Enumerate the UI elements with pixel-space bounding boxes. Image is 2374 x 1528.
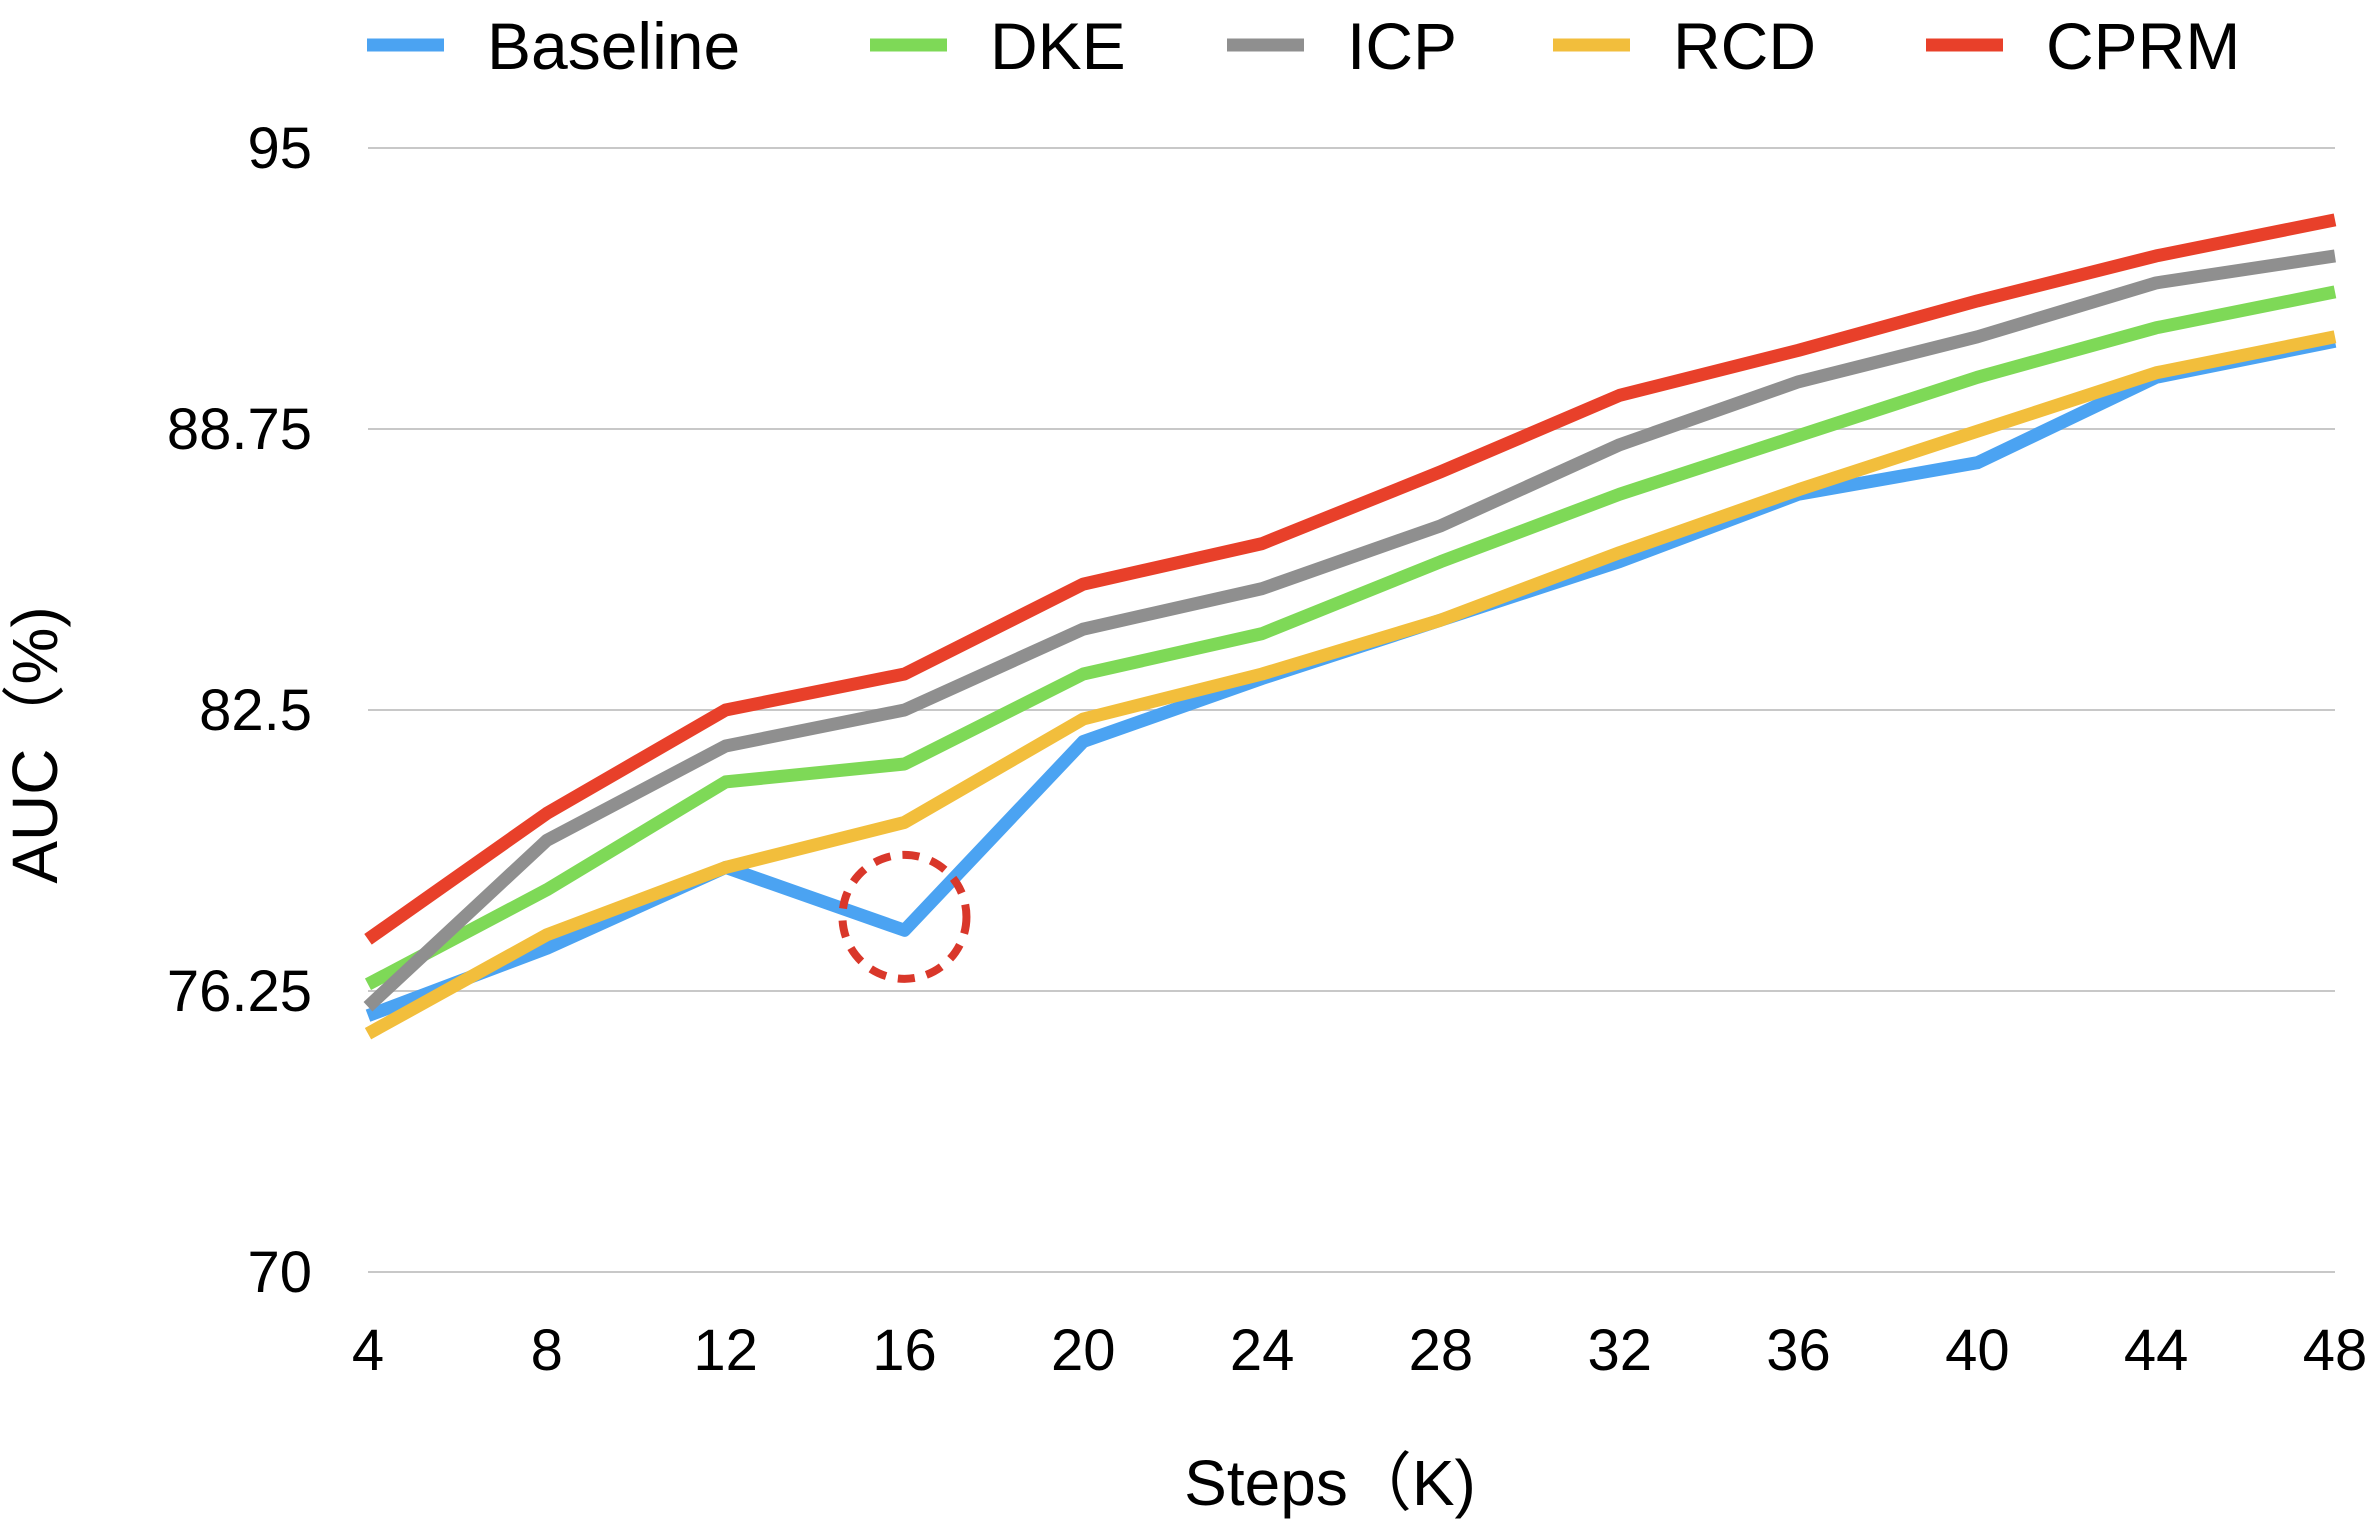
y-axis-title: AUC（%): [0, 606, 71, 883]
annotation-circle: [838, 850, 971, 983]
legend-label: Baseline: [487, 9, 740, 83]
legend-item-baseline: Baseline: [367, 9, 740, 83]
gridlines: [368, 147, 2335, 1273]
x-tick-label: 40: [1945, 1318, 2010, 1383]
x-tick-label: 4: [352, 1318, 384, 1383]
x-tick-label: 32: [1587, 1318, 1652, 1383]
x-tick-label: 8: [531, 1318, 563, 1383]
x-tick-label: 36: [1766, 1318, 1831, 1383]
y-axis-ticks: 70 76.25 82.5 88.75 95: [167, 116, 312, 1305]
legend-item-dke: DKE: [870, 9, 1126, 83]
y-tick-label: 76.25: [167, 959, 312, 1024]
series-line-baseline: [365, 334, 2337, 1022]
y-tick-label: 88.75: [167, 397, 312, 462]
annotation-dashed-circle: [838, 850, 971, 983]
y-tick-label: 82.5: [199, 678, 312, 743]
series-lines: [363, 213, 2337, 1040]
y-tick-label: 95: [247, 116, 312, 181]
x-tick-label: 24: [1230, 1318, 1295, 1383]
x-axis-ticks: 4 8 12 16 20 24 28 32 36 40 44 48: [352, 1318, 2367, 1383]
legend-label: DKE: [990, 9, 1126, 83]
legend: Baseline DKE ICP RCD CPRM: [367, 9, 2240, 83]
series-line-dke: [364, 285, 2337, 991]
legend-item-icp: ICP: [1227, 9, 1457, 83]
series-line-rcd: [364, 330, 2337, 1040]
x-tick-label: 28: [1409, 1318, 1474, 1383]
x-axis-title: Steps（K): [1184, 1447, 1476, 1519]
legend-item-cprm: CPRM: [1926, 9, 2240, 83]
legend-label: RCD: [1673, 9, 1816, 83]
legend-label: CPRM: [2046, 9, 2240, 83]
legend-item-rcd: RCD: [1553, 9, 1816, 83]
x-tick-label: 16: [872, 1318, 937, 1383]
x-tick-label: 44: [2124, 1318, 2189, 1383]
x-tick-label: 48: [2303, 1318, 2368, 1383]
x-tick-label: 20: [1051, 1318, 1116, 1383]
x-tick-label: 12: [693, 1318, 758, 1383]
y-tick-label: 70: [247, 1240, 312, 1305]
series-line-cprm: [364, 213, 2337, 945]
legend-label: ICP: [1347, 9, 1457, 83]
series-line-icp: [363, 249, 2336, 1012]
